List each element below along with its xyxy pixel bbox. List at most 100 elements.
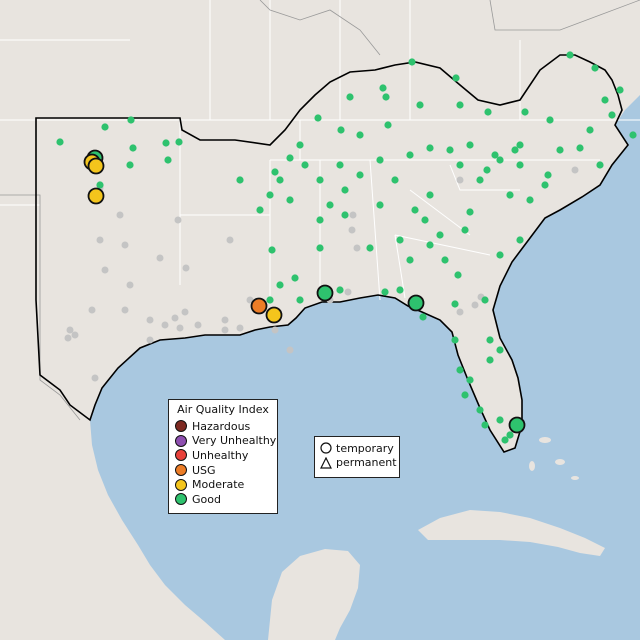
good-monitor[interactable] bbox=[461, 391, 469, 399]
good-monitor[interactable] bbox=[426, 241, 434, 249]
good-monitor[interactable] bbox=[296, 141, 304, 149]
good-monitor[interactable] bbox=[486, 356, 494, 364]
no-data-monitor[interactable] bbox=[236, 324, 244, 332]
good-monitor[interactable] bbox=[346, 93, 354, 101]
good-monitor[interactable] bbox=[481, 421, 489, 429]
no-data-monitor[interactable] bbox=[226, 236, 234, 244]
good-monitor[interactable] bbox=[126, 161, 134, 169]
good-monitor[interactable] bbox=[336, 161, 344, 169]
good-monitor[interactable] bbox=[496, 156, 504, 164]
good-monitor[interactable] bbox=[316, 216, 324, 224]
good-monitor[interactable] bbox=[541, 181, 549, 189]
good-monitor[interactable] bbox=[481, 296, 489, 304]
good-monitor[interactable] bbox=[476, 406, 484, 414]
good-monitor[interactable] bbox=[454, 271, 462, 279]
no-data-monitor[interactable] bbox=[182, 264, 190, 272]
no-data-monitor[interactable] bbox=[126, 281, 134, 289]
good-monitor[interactable] bbox=[382, 93, 390, 101]
no-data-monitor[interactable] bbox=[101, 266, 109, 274]
good-monitor[interactable] bbox=[506, 431, 514, 439]
no-data-monitor[interactable] bbox=[456, 176, 464, 184]
good-monitor[interactable] bbox=[511, 146, 519, 154]
good-monitor[interactable] bbox=[341, 186, 349, 194]
good-monitor[interactable] bbox=[379, 84, 387, 92]
no-data-monitor[interactable] bbox=[161, 321, 169, 329]
good-monitor[interactable] bbox=[466, 141, 474, 149]
good-monitor[interactable] bbox=[316, 244, 324, 252]
aqi-monitor[interactable] bbox=[250, 297, 268, 315]
good-monitor[interactable] bbox=[266, 191, 274, 199]
good-monitor[interactable] bbox=[486, 336, 494, 344]
good-monitor[interactable] bbox=[286, 154, 294, 162]
good-monitor[interactable] bbox=[337, 126, 345, 134]
aqi-monitor[interactable] bbox=[508, 416, 526, 434]
no-data-monitor[interactable] bbox=[181, 308, 189, 316]
good-monitor[interactable] bbox=[566, 51, 574, 59]
good-monitor[interactable] bbox=[127, 116, 135, 124]
no-data-monitor[interactable] bbox=[571, 166, 579, 174]
good-monitor[interactable] bbox=[266, 296, 274, 304]
good-monitor[interactable] bbox=[316, 176, 324, 184]
good-monitor[interactable] bbox=[236, 176, 244, 184]
good-monitor[interactable] bbox=[546, 116, 554, 124]
good-monitor[interactable] bbox=[276, 281, 284, 289]
good-monitor[interactable] bbox=[591, 64, 599, 72]
no-data-monitor[interactable] bbox=[71, 331, 79, 339]
aqi-monitor[interactable] bbox=[87, 187, 105, 205]
good-monitor[interactable] bbox=[446, 146, 454, 154]
no-data-monitor[interactable] bbox=[471, 301, 479, 309]
good-monitor[interactable] bbox=[56, 138, 64, 146]
good-monitor[interactable] bbox=[406, 151, 414, 159]
good-monitor[interactable] bbox=[164, 156, 172, 164]
good-monitor[interactable] bbox=[466, 376, 474, 384]
good-monitor[interactable] bbox=[452, 74, 460, 82]
no-data-monitor[interactable] bbox=[456, 308, 464, 316]
good-monitor[interactable] bbox=[544, 171, 552, 179]
good-monitor[interactable] bbox=[396, 236, 404, 244]
no-data-monitor[interactable] bbox=[176, 324, 184, 332]
good-monitor[interactable] bbox=[496, 346, 504, 354]
good-monitor[interactable] bbox=[276, 176, 284, 184]
no-data-monitor[interactable] bbox=[156, 254, 164, 262]
good-monitor[interactable] bbox=[476, 176, 484, 184]
good-monitor[interactable] bbox=[629, 131, 637, 139]
good-monitor[interactable] bbox=[451, 300, 459, 308]
good-monitor[interactable] bbox=[506, 191, 514, 199]
no-data-monitor[interactable] bbox=[221, 316, 229, 324]
good-monitor[interactable] bbox=[301, 161, 309, 169]
good-monitor[interactable] bbox=[356, 171, 364, 179]
good-monitor[interactable] bbox=[521, 108, 529, 116]
good-monitor[interactable] bbox=[391, 176, 399, 184]
good-monitor[interactable] bbox=[296, 296, 304, 304]
no-data-monitor[interactable] bbox=[121, 241, 129, 249]
no-data-monitor[interactable] bbox=[271, 326, 279, 334]
good-monitor[interactable] bbox=[456, 366, 464, 374]
good-monitor[interactable] bbox=[376, 156, 384, 164]
no-data-monitor[interactable] bbox=[286, 346, 294, 354]
no-data-monitor[interactable] bbox=[91, 374, 99, 382]
good-monitor[interactable] bbox=[526, 196, 534, 204]
good-monitor[interactable] bbox=[496, 416, 504, 424]
good-monitor[interactable] bbox=[408, 58, 416, 66]
aqi-monitor[interactable] bbox=[316, 284, 334, 302]
good-monitor[interactable] bbox=[175, 138, 183, 146]
aqi-monitor[interactable] bbox=[265, 306, 283, 324]
good-monitor[interactable] bbox=[396, 286, 404, 294]
good-monitor[interactable] bbox=[421, 216, 429, 224]
good-monitor[interactable] bbox=[491, 151, 499, 159]
good-monitor[interactable] bbox=[256, 206, 264, 214]
no-data-monitor[interactable] bbox=[64, 334, 72, 342]
no-data-monitor[interactable] bbox=[121, 306, 129, 314]
good-monitor[interactable] bbox=[496, 251, 504, 259]
good-monitor[interactable] bbox=[616, 86, 624, 94]
good-monitor[interactable] bbox=[336, 286, 344, 294]
good-monitor[interactable] bbox=[483, 166, 491, 174]
good-monitor[interactable] bbox=[406, 256, 414, 264]
good-monitor[interactable] bbox=[419, 313, 427, 321]
good-monitor[interactable] bbox=[461, 226, 469, 234]
good-monitor[interactable] bbox=[286, 196, 294, 204]
good-monitor[interactable] bbox=[326, 201, 334, 209]
good-monitor[interactable] bbox=[376, 201, 384, 209]
no-data-monitor[interactable] bbox=[116, 211, 124, 219]
aqi-monitor[interactable] bbox=[407, 294, 425, 312]
